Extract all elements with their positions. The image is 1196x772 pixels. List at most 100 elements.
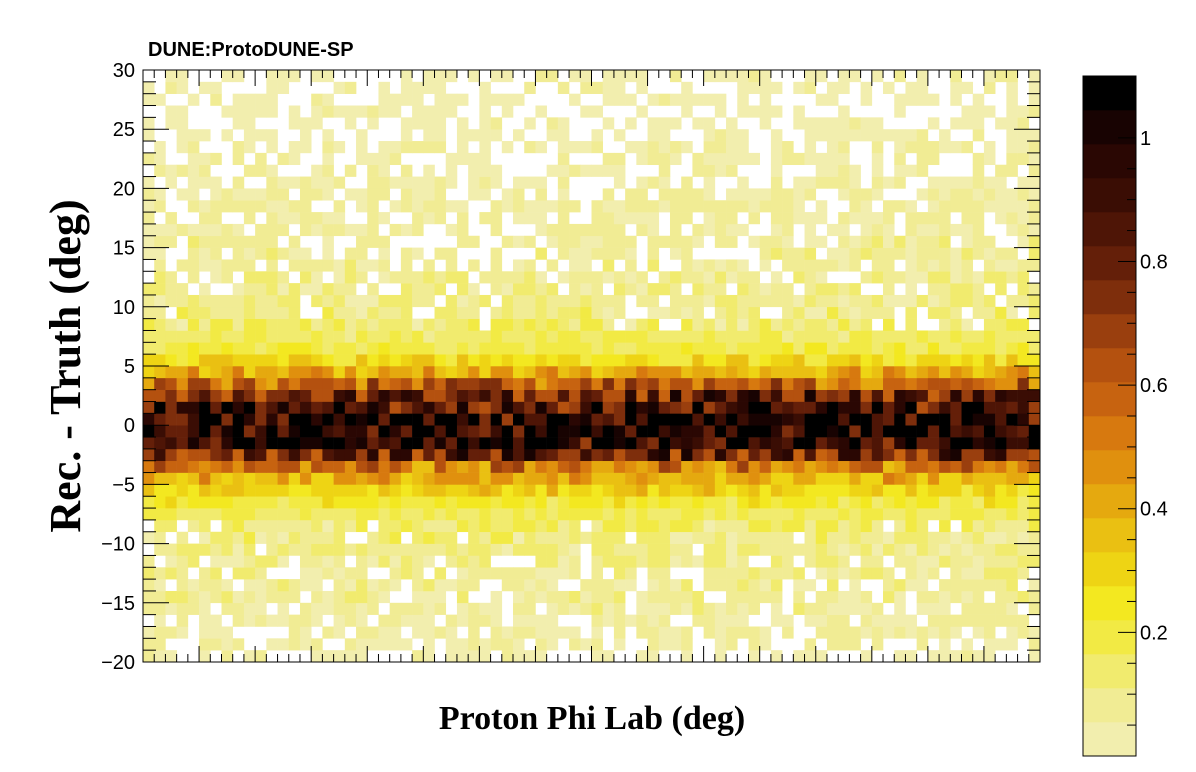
heatmap-cell (288, 579, 301, 592)
heatmap-cell (580, 579, 592, 592)
heatmap-cell (1006, 93, 1018, 106)
heatmap-cell (602, 152, 615, 166)
heatmap-cell (669, 70, 682, 83)
heatmap-cell (871, 366, 884, 379)
heatmap-cell (266, 259, 278, 272)
heatmap-cell (793, 437, 805, 450)
heatmap-cell (860, 318, 873, 331)
colorbar-tick-label: 1 (1140, 128, 1151, 150)
heatmap-cell (210, 437, 222, 450)
heatmap-cell (726, 354, 738, 367)
heatmap-cell (1006, 70, 1018, 83)
heatmap-cell (916, 425, 929, 438)
heatmap-cell (468, 259, 480, 272)
heatmap-cell (557, 519, 570, 533)
heatmap-cell (423, 638, 435, 651)
heatmap-cell (804, 448, 817, 462)
heatmap-cell (434, 496, 447, 509)
heatmap-cell (143, 508, 155, 521)
heatmap-cell (232, 602, 245, 615)
heatmap-cell (535, 70, 547, 83)
heatmap-cell (905, 425, 917, 438)
heatmap-cell (569, 590, 581, 604)
heatmap-cell (1028, 70, 1041, 83)
heatmap-cell (894, 543, 906, 556)
heatmap-cell (277, 508, 290, 521)
heatmap-cell (412, 484, 424, 497)
heatmap-cell (613, 70, 626, 83)
heatmap-cell (199, 590, 211, 604)
heatmap-cell (490, 590, 503, 604)
heatmap-cell (143, 496, 155, 509)
heatmap-cell (389, 638, 402, 651)
heatmap-cell (1006, 129, 1018, 142)
heatmap-cell (658, 401, 671, 414)
heatmap-cell (322, 425, 334, 438)
heatmap-cell (412, 354, 424, 367)
heatmap-cell (591, 129, 604, 142)
heatmap-cell (591, 579, 604, 592)
heatmap-cell (613, 176, 626, 189)
heatmap-cell (613, 81, 626, 94)
heatmap-cell (232, 200, 245, 213)
heatmap-cell (927, 437, 940, 450)
heatmap-cell (647, 377, 660, 390)
heatmap-cell (972, 306, 985, 319)
heatmap-cell (883, 330, 895, 343)
heatmap-cell (243, 306, 256, 319)
heatmap-cell (737, 129, 749, 142)
heatmap-cell (714, 460, 727, 473)
heatmap-cell (770, 448, 783, 462)
heatmap-cell (658, 579, 671, 592)
heatmap-cell (838, 614, 850, 627)
heatmap-cell (255, 437, 267, 450)
heatmap-cell (669, 342, 682, 355)
heatmap-cell (927, 460, 940, 473)
heatmap-cell (468, 602, 480, 615)
heatmap-cell (546, 567, 559, 580)
heatmap-cell (782, 460, 794, 473)
heatmap-cell (905, 283, 917, 296)
heatmap-cell (625, 212, 637, 225)
heatmap-cell (826, 555, 839, 568)
heatmap-cell (1028, 247, 1041, 260)
heatmap-cell (479, 508, 491, 521)
heatmap-cell (400, 271, 413, 284)
heatmap-cell (154, 508, 166, 521)
heatmap-cell (916, 638, 929, 651)
heatmap-cell (815, 602, 828, 615)
heatmap-cell (894, 129, 906, 142)
heatmap-cell (748, 235, 760, 248)
heatmap-cell (378, 377, 390, 390)
heatmap-cell (995, 508, 1007, 521)
heatmap-cell (143, 460, 155, 473)
heatmap-cell (434, 306, 447, 319)
heatmap-cell (434, 141, 447, 154)
heatmap-cell (501, 519, 514, 533)
heatmap-cell (266, 212, 278, 225)
heatmap-cell (468, 283, 480, 296)
heatmap-cell (389, 294, 402, 308)
heatmap-cell (591, 389, 604, 402)
heatmap-cell (939, 200, 951, 213)
heatmap-cell (445, 460, 458, 473)
heatmap-cell (434, 247, 447, 260)
heatmap-cell (591, 496, 604, 509)
heatmap-cell (939, 425, 951, 438)
heatmap-cell (815, 318, 828, 331)
heatmap-cell (726, 555, 738, 568)
heatmap-cell (883, 283, 895, 296)
heatmap-cell (883, 579, 895, 592)
heatmap-cell (883, 318, 895, 331)
heatmap-cell (232, 377, 245, 390)
heatmap-cell (793, 105, 805, 118)
heatmap-cell (367, 472, 379, 485)
heatmap-cell (1017, 626, 1030, 639)
heatmap-cell (266, 354, 278, 367)
heatmap-cell (299, 342, 312, 355)
heatmap-cell (557, 200, 570, 213)
heatmap-cell (726, 460, 738, 473)
heatmap-cell (333, 650, 346, 663)
heatmap-cell (546, 602, 559, 615)
heatmap-cell (961, 579, 974, 592)
